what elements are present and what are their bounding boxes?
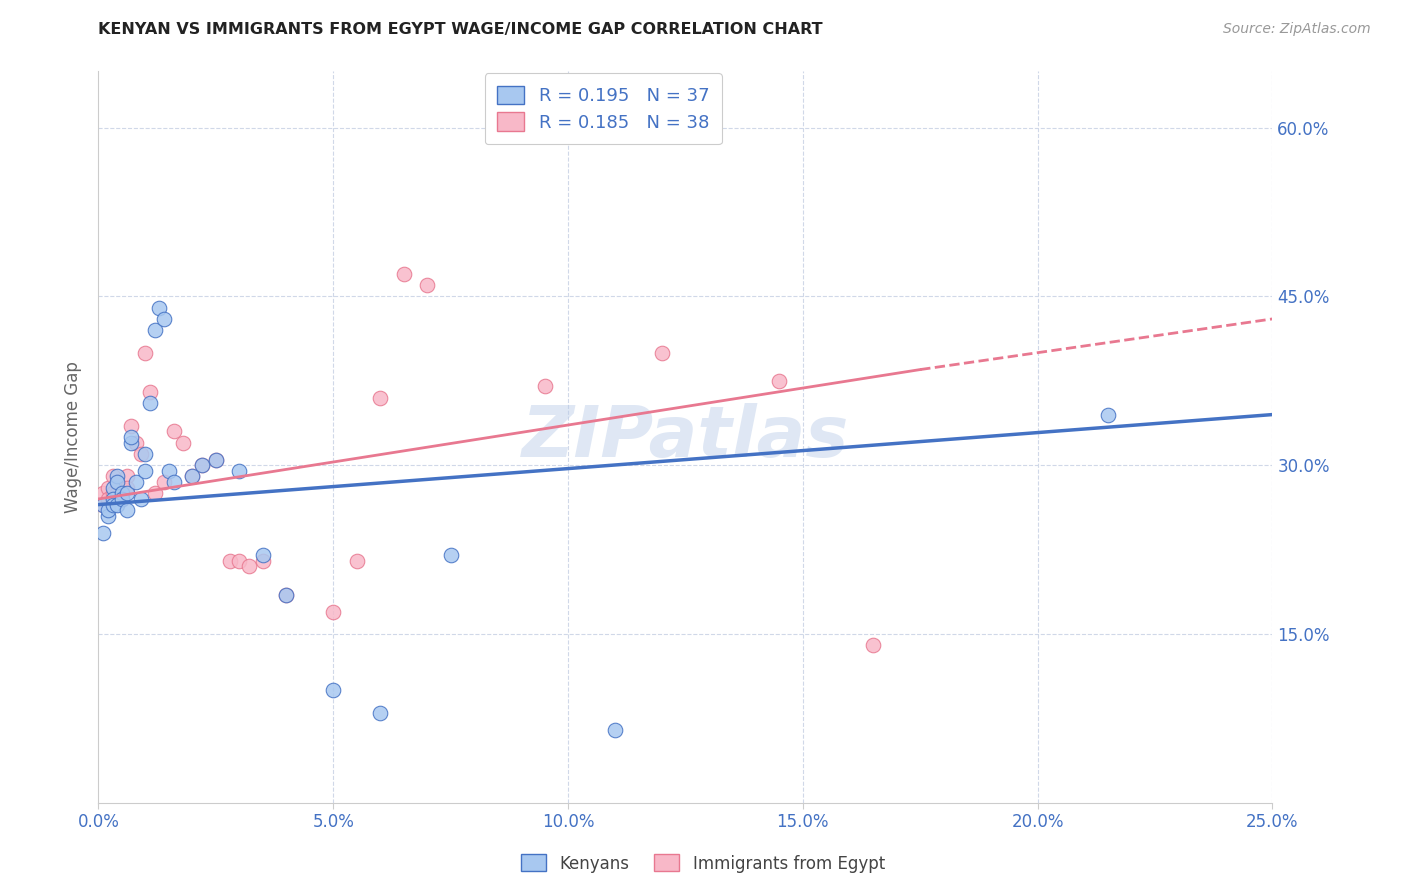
Point	[97, 508, 120, 523]
Point	[111, 491, 134, 506]
Point	[101, 498, 124, 512]
Point	[162, 475, 184, 489]
Point	[153, 312, 176, 326]
Y-axis label: Wage/Income Gap: Wage/Income Gap	[65, 361, 83, 513]
Point	[322, 605, 344, 619]
Point	[120, 418, 142, 433]
Point	[125, 475, 148, 489]
Point	[105, 475, 128, 489]
Point	[228, 464, 250, 478]
Legend: Kenyans, Immigrants from Egypt: Kenyans, Immigrants from Egypt	[515, 847, 891, 880]
Point	[115, 486, 138, 500]
Point	[120, 430, 142, 444]
Point	[148, 301, 170, 315]
Point	[533, 379, 555, 393]
Point	[322, 683, 344, 698]
Point	[219, 554, 242, 568]
Point	[91, 498, 114, 512]
Point	[125, 435, 148, 450]
Point	[276, 588, 298, 602]
Text: ZIPatlas: ZIPatlas	[522, 402, 849, 472]
Point	[143, 323, 166, 337]
Point	[157, 464, 180, 478]
Point	[205, 452, 228, 467]
Point	[111, 486, 134, 500]
Point	[91, 525, 114, 540]
Text: Source: ZipAtlas.com: Source: ZipAtlas.com	[1223, 22, 1371, 37]
Point	[134, 345, 156, 359]
Point	[162, 425, 184, 439]
Point	[228, 554, 250, 568]
Point	[111, 481, 134, 495]
Point	[143, 486, 166, 500]
Point	[768, 374, 790, 388]
Point	[97, 503, 120, 517]
Point	[368, 706, 391, 720]
Point	[105, 475, 128, 489]
Point	[120, 435, 142, 450]
Point	[205, 452, 228, 467]
Point	[603, 723, 626, 737]
Point	[134, 464, 156, 478]
Point	[172, 435, 194, 450]
Point	[276, 588, 298, 602]
Point	[190, 458, 212, 473]
Point	[440, 548, 463, 562]
Point	[101, 491, 124, 506]
Point	[181, 469, 204, 483]
Point	[139, 385, 162, 400]
Point	[238, 559, 260, 574]
Point	[97, 491, 120, 506]
Point	[91, 498, 114, 512]
Point	[1097, 408, 1119, 422]
Point	[101, 486, 124, 500]
Point	[153, 475, 176, 489]
Point	[651, 345, 673, 359]
Point	[105, 469, 128, 483]
Point	[346, 554, 368, 568]
Point	[139, 396, 162, 410]
Point	[97, 481, 120, 495]
Text: KENYAN VS IMMIGRANTS FROM EGYPT WAGE/INCOME GAP CORRELATION CHART: KENYAN VS IMMIGRANTS FROM EGYPT WAGE/INC…	[98, 22, 823, 37]
Point	[101, 469, 124, 483]
Point	[252, 548, 274, 562]
Point	[392, 267, 415, 281]
Point	[105, 486, 128, 500]
Point	[252, 554, 274, 568]
Point	[91, 486, 114, 500]
Point	[115, 481, 138, 495]
Point	[181, 469, 204, 483]
Point	[134, 447, 156, 461]
Point	[111, 491, 134, 506]
Legend: R = 0.195   N = 37, R = 0.185   N = 38: R = 0.195 N = 37, R = 0.185 N = 38	[485, 73, 721, 145]
Point	[129, 491, 152, 506]
Point	[862, 638, 884, 652]
Point	[368, 391, 391, 405]
Point	[129, 447, 152, 461]
Point	[416, 278, 439, 293]
Point	[115, 469, 138, 483]
Point	[190, 458, 212, 473]
Point	[115, 503, 138, 517]
Point	[105, 498, 128, 512]
Point	[101, 481, 124, 495]
